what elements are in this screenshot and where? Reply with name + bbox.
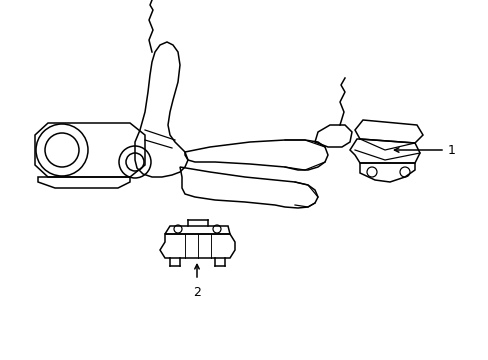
- Text: 2: 2: [193, 286, 201, 299]
- Text: 1: 1: [447, 144, 455, 157]
